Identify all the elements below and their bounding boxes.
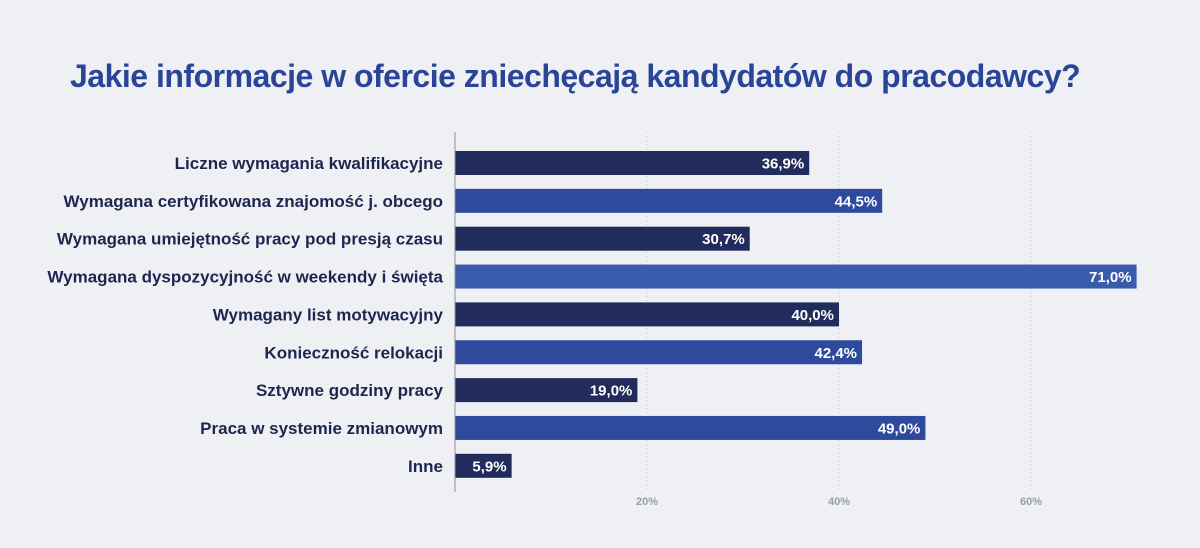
category-label: Wymagana certyfikowana znajomość j. obce… [64,192,443,211]
bar [455,378,638,403]
value-label: 30,7% [702,231,745,248]
category-label: Wymagana umiejętność pracy pod presją cz… [57,230,443,249]
value-label: 42,4% [814,345,857,362]
category-label: Wymagany list motywacyjny [213,305,444,324]
category-label: Konieczność relokacji [264,343,443,362]
bar [455,453,512,478]
value-label: 71,0% [1089,269,1132,286]
x-tick-label: 40% [828,496,850,508]
x-tick-label: 60% [1020,496,1042,508]
category-label: Liczne wymagania kwalifikacyjne [175,154,443,173]
value-label: 49,0% [878,420,921,437]
bar [455,264,1137,289]
category-label: Inne [408,457,443,476]
value-label: 36,9% [762,156,805,173]
category-label: Wymagana dyspozycyjność w weekendy i świ… [47,268,443,287]
category-label: Praca w systemie zmianowym [200,419,443,438]
bar [455,302,839,327]
value-label: 40,0% [791,307,834,324]
bar [455,340,863,365]
x-tick-label: 20% [636,496,658,508]
bar [455,415,926,440]
bar [455,188,883,213]
value-label: 19,0% [590,383,633,400]
value-label: 5,9% [472,458,506,475]
value-label: 44,5% [835,193,878,210]
category-label: Sztywne godziny pracy [256,381,444,400]
bar [455,151,810,175]
bar [455,226,750,251]
chart-title: Jakie informacje w ofercie zniechęcają k… [70,58,1081,94]
